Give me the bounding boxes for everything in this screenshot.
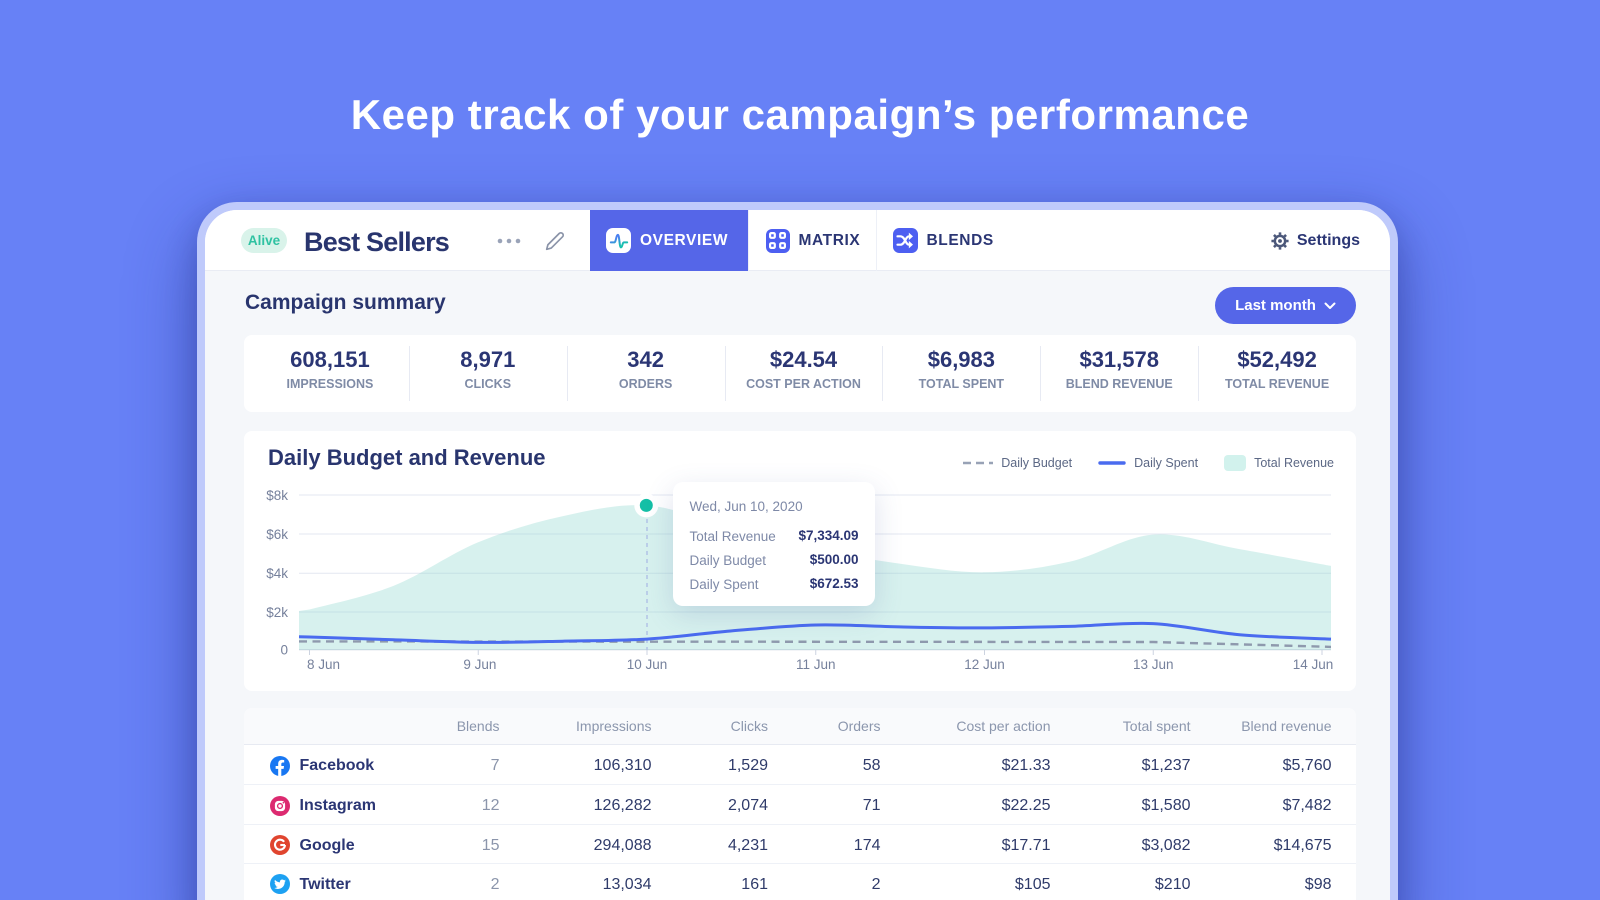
svg-text:$4k: $4k xyxy=(266,566,288,581)
svg-text:13 Jun: 13 Jun xyxy=(1133,657,1174,672)
svg-text:$8k: $8k xyxy=(266,488,288,503)
svg-text:$6k: $6k xyxy=(266,527,288,542)
svg-text:8 Jun: 8 Jun xyxy=(307,657,340,672)
svg-text:0: 0 xyxy=(280,642,288,657)
svg-text:9 Jun: 9 Jun xyxy=(463,657,496,672)
svg-text:11 Jun: 11 Jun xyxy=(796,657,836,672)
svg-text:10 Jun: 10 Jun xyxy=(627,657,668,672)
svg-text:12 Jun: 12 Jun xyxy=(964,657,1005,672)
svg-text:$2k: $2k xyxy=(266,605,288,620)
svg-text:14 Jun: 14 Jun xyxy=(1293,657,1334,672)
